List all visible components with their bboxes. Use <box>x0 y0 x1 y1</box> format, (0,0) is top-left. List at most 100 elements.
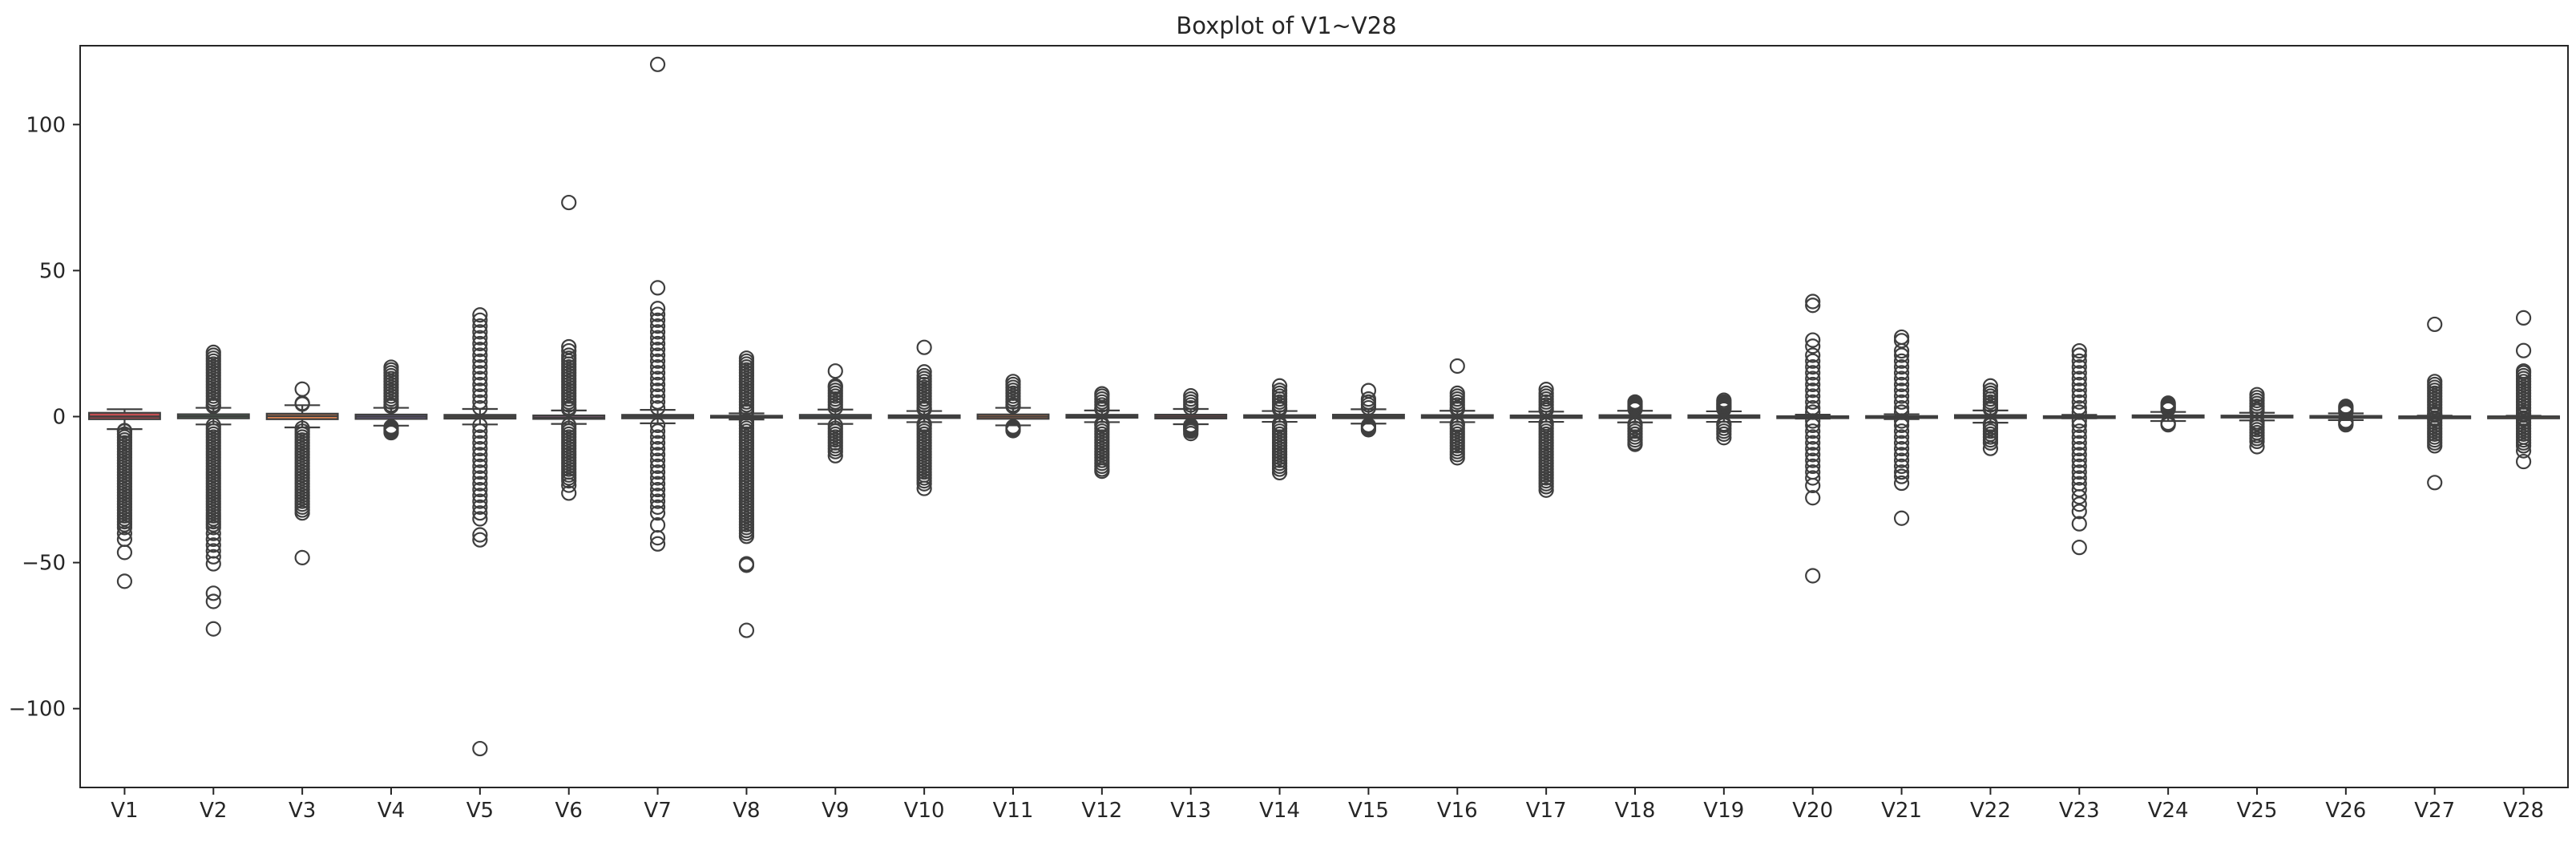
outlier-point <box>649 365 666 381</box>
y-tick-label: −50 <box>22 552 66 576</box>
outlier-point <box>561 473 577 489</box>
outlier-point <box>1716 401 1732 417</box>
outlier-point <box>1893 353 1910 369</box>
outlier-point <box>1893 452 1910 468</box>
outlier-point <box>2071 540 2087 556</box>
x-tick-label: V16 <box>1437 799 1478 823</box>
outlier-point <box>472 488 488 504</box>
outlier-point <box>472 358 488 375</box>
outlier-point <box>116 525 133 541</box>
outlier-point <box>1094 464 1110 480</box>
outlier-point <box>649 447 666 463</box>
outlier-point <box>1805 353 1821 369</box>
outlier-point <box>205 585 221 601</box>
outlier-point <box>1893 388 1910 404</box>
outlier-point <box>205 520 221 536</box>
outlier-point <box>1271 464 1288 481</box>
outlier-point <box>2071 394 2087 410</box>
box-group-v21 <box>1865 329 1939 526</box>
x-tick-label: V9 <box>822 799 849 823</box>
box-group-v26 <box>2309 399 2383 433</box>
outlier-point <box>2427 438 2443 454</box>
outlier-point <box>1805 358 1821 375</box>
outlier-point <box>294 505 310 521</box>
outlier-point <box>472 499 488 515</box>
outlier-point <box>1893 423 1910 439</box>
x-tick-label: V12 <box>1081 799 1122 823</box>
outlier-point <box>649 335 666 352</box>
outlier-point <box>1893 383 1910 399</box>
outlier-point <box>472 330 488 346</box>
outlier-point <box>472 527 488 543</box>
outlier-point <box>649 353 666 369</box>
outlier-point <box>472 493 488 509</box>
outlier-point <box>116 520 133 536</box>
outlier-point <box>916 364 932 380</box>
box-group-v2 <box>176 344 250 637</box>
outlier-point <box>2427 316 2443 333</box>
outlier-point <box>294 395 310 411</box>
outlier-point <box>649 505 666 521</box>
outlier-point <box>472 458 488 475</box>
outlier-point <box>472 376 488 393</box>
outlier-point <box>1893 475 1910 492</box>
outlier-point <box>1805 388 1821 404</box>
outlier-point <box>2515 438 2532 454</box>
chart-title: Boxplot of V1~V28 <box>1176 12 1396 39</box>
x-tick-label: V3 <box>289 799 316 823</box>
outlier-point <box>1893 333 1910 349</box>
outlier-point <box>205 549 221 565</box>
outlier-point <box>649 530 666 546</box>
outlier-point <box>205 531 221 548</box>
outlier-point <box>294 381 310 397</box>
x-tick-label: V8 <box>733 799 760 823</box>
outlier-point <box>1893 342 1910 359</box>
outlier-point <box>916 476 932 492</box>
outlier-point <box>1716 430 1732 446</box>
box-group-v12 <box>1065 386 1139 480</box>
box-group-v13 <box>1154 388 1228 442</box>
outlier-point <box>2071 388 2087 404</box>
outlier-point <box>472 370 488 387</box>
outlier-point <box>1183 399 1199 416</box>
box-group-v20 <box>1776 293 1850 584</box>
outlier-point <box>472 324 488 340</box>
axes: −100 −50 0 50 100 V1 V2 V3 V4 V5 V6 V7 V8 V9 V10 V11 V12… <box>9 45 2569 823</box>
y-tick-label: 100 <box>26 113 66 137</box>
outlier-point <box>1005 399 1021 415</box>
outlier-point <box>649 452 666 468</box>
outlier-point <box>649 435 666 451</box>
outlier-point <box>1805 470 1821 486</box>
x-tick-label: V20 <box>1792 799 1833 823</box>
outlier-point <box>2071 489 2087 505</box>
outlier-point <box>649 383 666 399</box>
outlier-point <box>472 394 488 410</box>
outlier-point <box>1360 399 1377 416</box>
outlier-point <box>1893 435 1910 451</box>
y-tick-label: 0 <box>52 406 66 430</box>
x-tick-label: V4 <box>378 799 405 823</box>
outlier-point <box>1449 358 1465 374</box>
outlier-point <box>649 488 666 504</box>
outlier-point <box>561 485 577 501</box>
outlier-point <box>472 532 488 548</box>
outlier-point <box>1805 394 1821 410</box>
outlier-point <box>1893 510 1910 526</box>
outlier-point <box>2071 496 2087 512</box>
outlier-point <box>205 525 221 541</box>
outlier-point <box>383 424 399 441</box>
outlier-point <box>1805 490 1821 506</box>
box-group-v16 <box>1420 358 1494 466</box>
outlier-point <box>472 476 488 492</box>
outlier-point <box>1805 447 1821 463</box>
outlier-point <box>2249 439 2265 455</box>
outlier-point <box>738 622 755 638</box>
outlier-point <box>1805 365 1821 381</box>
outlier-point <box>2071 353 2087 369</box>
outlier-point <box>1893 358 1910 375</box>
outlier-point <box>649 312 666 328</box>
outlier-point <box>2071 429 2087 445</box>
outlier-point <box>649 423 666 439</box>
box-group-v25 <box>2220 387 2294 455</box>
outlier-point <box>1183 426 1199 442</box>
